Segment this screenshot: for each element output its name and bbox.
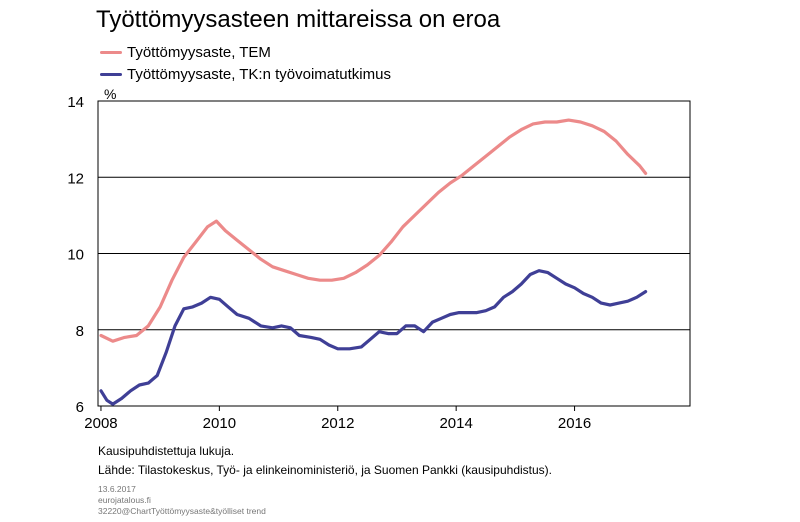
- meta-site: eurojatalous.fi: [98, 495, 151, 505]
- series-line-tk: [99, 269, 648, 406]
- x-tick-label: 2014: [439, 415, 472, 430]
- x-tick-label: 2010: [203, 415, 236, 430]
- y-tick-label: 12: [67, 170, 84, 187]
- meta-date: 13.6.2017: [98, 484, 136, 494]
- y-tick-label: 8: [76, 323, 84, 340]
- legend-label-tem: Työttömyysaste, TEM: [127, 43, 271, 61]
- legend-swatch-tem: [100, 50, 122, 54]
- legend-swatch-tk: [100, 72, 122, 76]
- x-tick-label: 2016: [558, 415, 591, 430]
- y-tick-label: 6: [76, 399, 84, 416]
- y-unit-label: %: [104, 86, 116, 102]
- chart-title: Työttömyysasteen mittareissa on eroa: [96, 6, 501, 33]
- legend-item-tem: Työttömyysaste, TEM: [100, 41, 391, 63]
- plot-frame: [97, 100, 691, 407]
- y-tick-label: 10: [67, 247, 84, 264]
- series-line-tem: [99, 118, 648, 343]
- meta-code: 32220@ChartTyöttömyysaste&työlliset tren…: [98, 506, 266, 516]
- legend: Työttömyysaste, TEM Työttömyysaste, TK:n…: [100, 41, 391, 85]
- legend-item-tk: Työttömyysaste, TK:n työvoimatutkimus: [100, 63, 391, 85]
- footnote-seasonal: Kausipuhdistettuja lukuja.: [98, 444, 235, 458]
- legend-label-tk: Työttömyysaste, TK:n työvoimatutkimus: [127, 65, 391, 83]
- x-tick-label: 2008: [84, 415, 117, 430]
- line-chart: 6 8 10 12 14 % 2008 2010 2012 2014 2016: [67, 86, 691, 430]
- x-tick-label: 2012: [321, 415, 354, 430]
- footnote-source: Lähde: Tilastokeskus, Työ- ja elinkeinom…: [98, 463, 553, 477]
- y-tick-label: 14: [67, 94, 84, 111]
